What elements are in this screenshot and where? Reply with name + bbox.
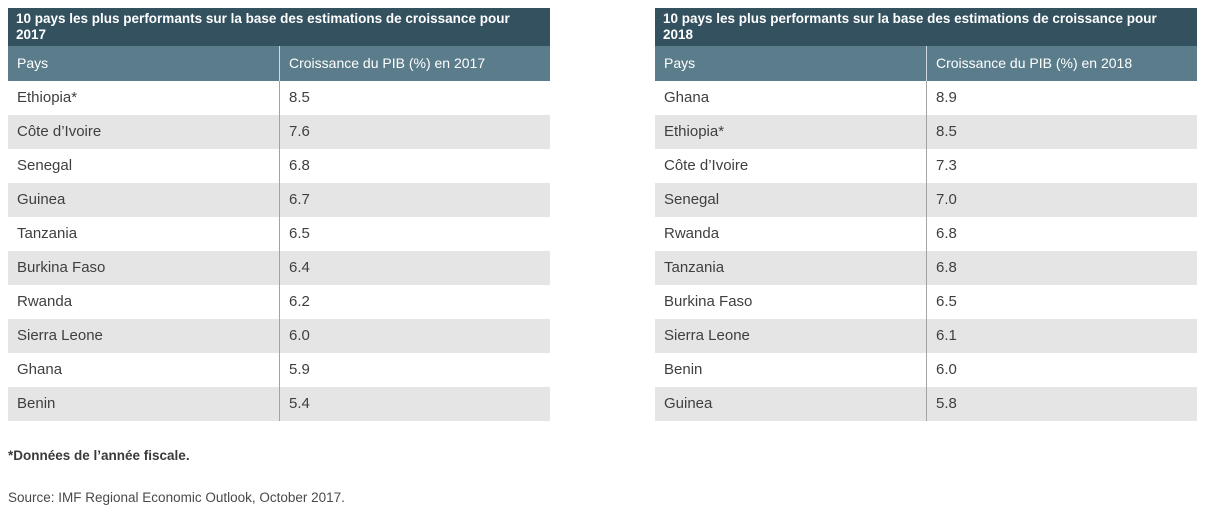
tables-container: 10 pays les plus performants sur la base… (8, 8, 1210, 421)
country-cell: Ghana (17, 361, 63, 378)
gdp-growth-cell: 8.9 (926, 81, 1197, 115)
gdp-growth-cell: 8.5 (926, 115, 1197, 149)
table-body-2017: Ethiopia* 8.5 Côte d’Ivoire 7.6 Senegal 6.8 Gu… (8, 81, 550, 421)
gdp-growth-cell: 6.5 (926, 285, 1197, 319)
table-row: Ethiopia* 8.5 (655, 115, 1197, 149)
country-cell: Benin (664, 361, 703, 378)
table-2017: 10 pays les plus performants sur la base… (8, 8, 550, 421)
country-cell: Rwanda (17, 293, 73, 310)
gdp-growth-cell: 6.1 (926, 319, 1197, 353)
gdp-growth-cell: 7.3 (926, 149, 1197, 183)
gdp-growth-cell: 6.8 (926, 217, 1197, 251)
gdp-growth-cell: 6.5 (279, 217, 550, 251)
country-cell: Côte d’Ivoire (17, 123, 102, 140)
country-cell: Senegal (17, 157, 73, 174)
table-row: Rwanda 6.8 (655, 217, 1197, 251)
column-header-croissance-2017: Croissance du PIB (%) en 2017 (279, 46, 550, 81)
table-row: Guinea 5.8 (655, 387, 1197, 421)
table-row: Tanzania 6.5 (8, 217, 550, 251)
country-cell: Ghana (664, 89, 710, 106)
country-cell: Tanzania (17, 225, 78, 242)
country-cell: Benin (17, 395, 56, 412)
table-header-2018: Pays Croissance du PIB (%) en 2018 (655, 46, 1197, 81)
gdp-growth-cell: 5.4 (279, 387, 550, 421)
table-row: Ethiopia* 8.5 (8, 81, 550, 115)
table-title-2018: 10 pays les plus performants sur la base… (655, 8, 1197, 46)
gdp-growth-cell: 6.0 (279, 319, 550, 353)
gdp-growth-cell: 6.8 (926, 251, 1197, 285)
table-row: Côte d’Ivoire 7.6 (8, 115, 550, 149)
country-cell: Guinea (17, 191, 66, 208)
column-header-croissance-2018: Croissance du PIB (%) en 2018 (926, 46, 1197, 81)
table-2018: 10 pays les plus performants sur la base… (655, 8, 1197, 421)
table-row: Côte d’Ivoire 7.3 (655, 149, 1197, 183)
gdp-growth-cell: 8.5 (279, 81, 550, 115)
country-cell: Sierra Leone (17, 327, 103, 344)
table-row: Senegal 7.0 (655, 183, 1197, 217)
table-row: Senegal 6.8 (8, 149, 550, 183)
table-header-2017: Pays Croissance du PIB (%) en 2017 (8, 46, 550, 81)
gdp-growth-cell: 7.0 (926, 183, 1197, 217)
country-cell: Rwanda (664, 225, 720, 242)
gdp-growth-cell: 5.8 (926, 387, 1197, 421)
gdp-growth-cell: 6.7 (279, 183, 550, 217)
gdp-growth-cell: 7.6 (279, 115, 550, 149)
table-body-2018: Ghana 8.9 Ethiopia* 8.5 Côte d’Ivoire 7.3 Sene… (655, 81, 1197, 421)
table-row: Benin 5.4 (8, 387, 550, 421)
column-header-pays: Pays (664, 55, 696, 71)
country-cell: Senegal (664, 191, 720, 208)
gdp-growth-cell: 6.8 (279, 149, 550, 183)
table-title-2017: 10 pays les plus performants sur la base… (8, 8, 550, 46)
country-cell: Sierra Leone (664, 327, 750, 344)
country-cell: Guinea (664, 395, 713, 412)
country-cell: Ethiopia* (664, 123, 725, 140)
footnote: *Données de l’année fiscale. (8, 448, 190, 463)
gdp-growth-cell: 6.0 (926, 353, 1197, 387)
table-row: Ghana 8.9 (655, 81, 1197, 115)
country-cell: Tanzania (664, 259, 725, 276)
table-row: Benin 6.0 (655, 353, 1197, 387)
country-cell: Côte d’Ivoire (664, 157, 749, 174)
gdp-growth-cell: 5.9 (279, 353, 550, 387)
table-row: Sierra Leone 6.0 (8, 319, 550, 353)
table-row: Burkina Faso 6.4 (8, 251, 550, 285)
table-row: Ghana 5.9 (8, 353, 550, 387)
country-cell: Burkina Faso (17, 259, 106, 276)
country-cell: Ethiopia* (17, 89, 78, 106)
table-row: Sierra Leone 6.1 (655, 319, 1197, 353)
table-row: Burkina Faso 6.5 (655, 285, 1197, 319)
gdp-growth-cell: 6.4 (279, 251, 550, 285)
gdp-growth-cell: 6.2 (279, 285, 550, 319)
table-row: Tanzania 6.8 (655, 251, 1197, 285)
source-line: Source: IMF Regional Economic Outlook, O… (8, 490, 345, 505)
column-header-pays: Pays (17, 55, 49, 71)
table-row: Rwanda 6.2 (8, 285, 550, 319)
table-row: Guinea 6.7 (8, 183, 550, 217)
country-cell: Burkina Faso (664, 293, 753, 310)
